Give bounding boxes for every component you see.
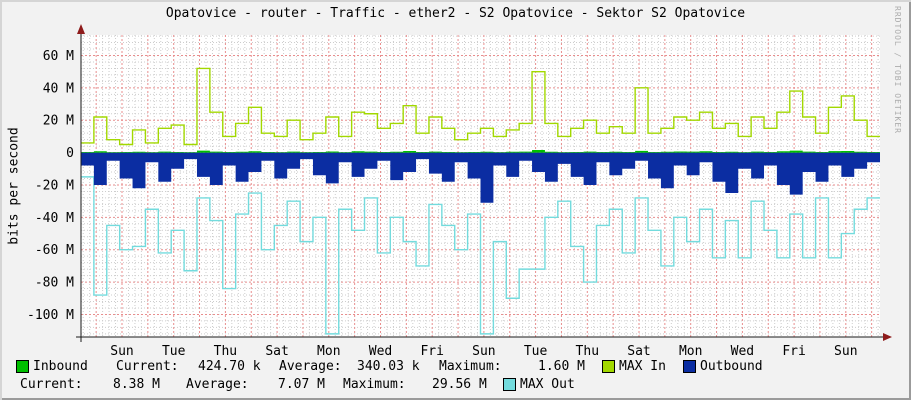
y-axis-arrow-icon	[77, 24, 85, 34]
y-tick-label: 60 M	[43, 49, 74, 64]
x-tick-label: Mon	[679, 344, 702, 359]
max-in-label: MAX In	[619, 359, 666, 374]
inbound-maximum-label: Maximum:	[439, 359, 502, 374]
y-tick-label: -100 M	[27, 308, 74, 323]
outbound-swatch	[683, 360, 696, 373]
series-outbound	[81, 152, 880, 203]
x-tick-label: Fri	[782, 344, 805, 359]
grid-major	[81, 35, 880, 337]
x-tick-label: Wed	[731, 344, 754, 359]
y-tick-label: -20 M	[35, 178, 74, 193]
x-tick-label: Fri	[420, 344, 443, 359]
inbound-current-label: Current:	[116, 359, 179, 374]
outbound-maximum-value: 29.56 M	[432, 377, 487, 392]
inbound-maximum-value: 1.60 M	[538, 359, 585, 374]
x-axis-arrow-icon	[883, 333, 892, 341]
x-tick-label: Sat	[265, 344, 288, 359]
x-tick-labels: Sun Tue Thu Sat Mon Wed Fri Sun Tue Thu Sat Mon Wed F…	[110, 344, 857, 359]
x-tick-label: Thu	[576, 344, 599, 359]
outbound-maximum-label: Maximum:	[343, 377, 406, 392]
y-tick-label: -80 M	[35, 276, 74, 291]
y-tick-label: 40 M	[43, 81, 74, 96]
inbound-swatch	[16, 360, 29, 373]
y-tick-label: -40 M	[35, 211, 74, 226]
rrdtool-watermark: RRDTOOL / TOBI OETIKER	[893, 6, 902, 134]
inbound-current-value: 424.70 k	[198, 359, 261, 374]
outbound-current-value: 8.38 M	[113, 377, 160, 392]
graph-title: Opatovice - router - Traffic - ether2 - …	[165, 6, 746, 21]
outbound-average-value: 7.07 M	[278, 377, 325, 392]
outbound-label: Outbound	[700, 359, 763, 374]
y-tick-label: -60 M	[35, 243, 74, 258]
outbound-current-label: Current:	[20, 377, 83, 392]
x-tick-label: Thu	[214, 344, 237, 359]
x-tick-label: Sat	[627, 344, 650, 359]
x-tick-label: Wed	[369, 344, 392, 359]
x-tick-label: Mon	[317, 344, 340, 359]
series-inbound	[81, 150, 880, 153]
x-tick-label: Tue	[162, 344, 186, 359]
max-out-swatch	[503, 378, 516, 391]
max-in-swatch	[602, 360, 615, 373]
x-tick-label: Sun	[110, 344, 133, 359]
inbound-average-value: 340.03 k	[357, 359, 420, 374]
outbound-average-label: Average:	[186, 377, 249, 392]
y-tick-label: 0	[66, 146, 74, 161]
series-max-in	[81, 67, 880, 146]
x-tick-label: Sun	[472, 344, 495, 359]
x-tick-label: Sun	[834, 344, 857, 359]
inbound-label: Inbound	[33, 359, 88, 374]
y-tick-label: 20 M	[43, 114, 74, 129]
inbound-average-label: Average:	[279, 359, 342, 374]
x-tick-label: Tue	[524, 344, 548, 359]
y-tick-labels: 60 M 40 M 20 M 0 -20 M -40 M -60 M -80 M -100 M	[27, 49, 74, 323]
max-out-label: MAX Out	[520, 377, 575, 392]
series-max-out	[81, 176, 880, 335]
